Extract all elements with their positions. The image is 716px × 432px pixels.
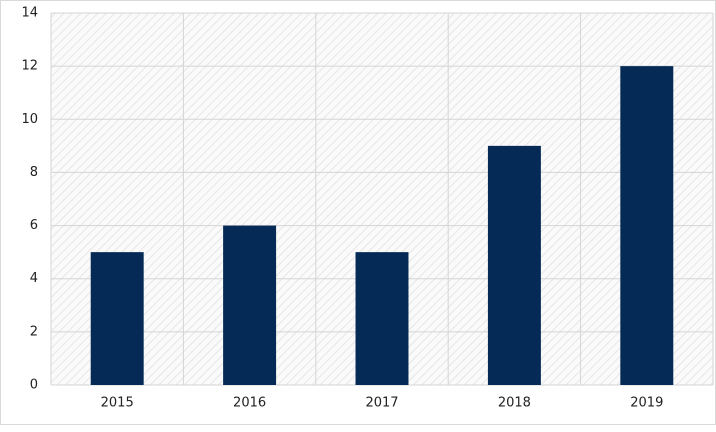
x-tick-label: 2015: [101, 396, 134, 411]
bar: [355, 252, 409, 385]
x-tick-label: 2019: [630, 396, 663, 411]
bar: [90, 252, 144, 385]
y-tick-label: 10: [21, 112, 38, 127]
y-tick-label: 2: [30, 324, 38, 339]
x-tick-label: 2018: [498, 396, 531, 411]
y-tick-label: 0: [30, 378, 38, 393]
x-tick-label: 2017: [365, 396, 398, 411]
x-tick-label: 2016: [233, 396, 266, 411]
y-tick-label: 4: [30, 271, 38, 286]
bar: [620, 66, 674, 386]
y-tick-label: 14: [21, 6, 38, 21]
y-tick-label: 12: [21, 59, 38, 74]
y-tick-label: 8: [30, 165, 38, 180]
bar: [487, 145, 541, 385]
y-tick-label: 6: [30, 218, 38, 233]
bar: [223, 225, 277, 385]
